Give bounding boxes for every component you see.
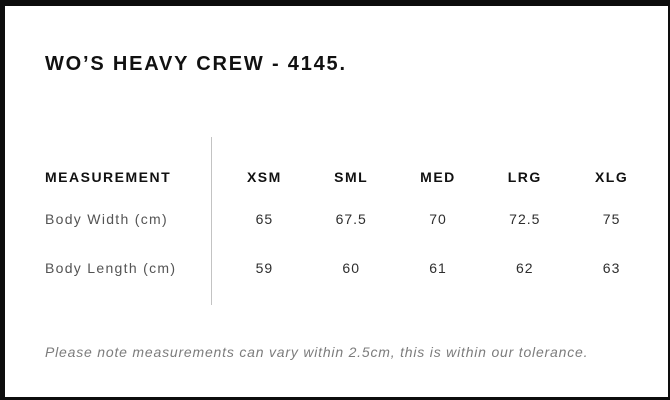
cell-value: 67.5 xyxy=(335,211,367,227)
size-header-xsm: XSM xyxy=(246,169,282,185)
size-header-sml: SML xyxy=(334,169,369,185)
row-label: Body Width (cm) xyxy=(45,211,168,227)
size-header-group: XSM SML MED LRG XLG xyxy=(211,169,655,185)
cell-value: 75 xyxy=(602,211,621,227)
table-header-row: MEASUREMENT XSM SML MED LRG XLG xyxy=(45,169,655,185)
size-header-med: MED xyxy=(420,169,456,185)
row-values: 65 67.5 70 72.5 75 xyxy=(211,211,655,227)
cell-value: 70 xyxy=(429,211,447,227)
page-title: WO’S HEAVY CREW - 4145. xyxy=(45,53,347,75)
cell-value: 65 xyxy=(255,211,274,227)
table-divider xyxy=(211,137,212,305)
size-table: MEASUREMENT XSM SML MED LRG XLG Body Wid… xyxy=(45,135,655,307)
row-values: 59 60 61 62 63 xyxy=(211,260,655,276)
cell-value: 63 xyxy=(602,260,621,276)
cell-value: 62 xyxy=(516,260,534,276)
cell-value: 59 xyxy=(255,260,274,276)
cell-value: 60 xyxy=(342,260,360,276)
table-row-body-length: Body Length (cm) 59 60 61 62 63 xyxy=(45,260,655,276)
size-header-xlg: XLG xyxy=(594,169,629,185)
tolerance-note: Please note measurements can vary within… xyxy=(45,344,589,360)
row-label: Body Length (cm) xyxy=(45,260,177,276)
size-header-lrg: LRG xyxy=(507,169,542,185)
cell-value: 72.5 xyxy=(509,211,541,227)
measurement-column-header: MEASUREMENT xyxy=(45,169,172,185)
table-row-body-width: Body Width (cm) 65 67.5 70 72.5 75 xyxy=(45,211,655,227)
cell-value: 61 xyxy=(429,260,447,276)
